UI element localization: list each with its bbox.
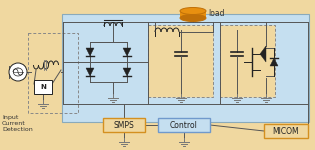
Text: Input
Current
Detection: Input Current Detection [2,115,33,132]
FancyBboxPatch shape [158,118,210,132]
Polygon shape [270,58,278,66]
Ellipse shape [180,15,206,21]
Polygon shape [86,68,94,76]
FancyBboxPatch shape [180,11,206,18]
Polygon shape [123,48,131,56]
Polygon shape [123,68,131,76]
Text: SMPS: SMPS [114,120,135,129]
Text: load: load [208,9,225,18]
FancyBboxPatch shape [62,14,309,122]
Text: Control: Control [170,120,198,129]
Text: N: N [40,84,46,90]
Circle shape [9,63,27,81]
FancyBboxPatch shape [264,124,308,138]
FancyBboxPatch shape [148,25,213,97]
Text: MICOM: MICOM [273,126,299,135]
Polygon shape [260,46,266,62]
FancyBboxPatch shape [220,25,275,97]
Polygon shape [86,48,94,56]
FancyBboxPatch shape [103,118,145,132]
Ellipse shape [180,8,206,15]
FancyBboxPatch shape [34,80,52,94]
